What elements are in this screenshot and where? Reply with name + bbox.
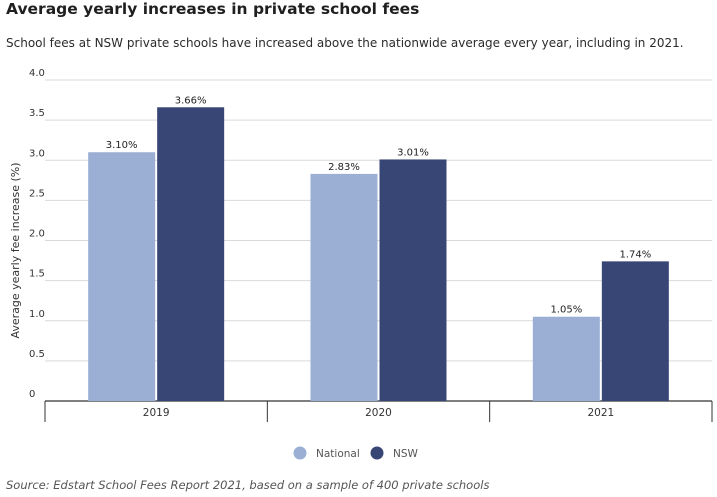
chart-subtitle: School fees at NSW private schools have … (6, 36, 684, 50)
y-tick-label: 3.5 (29, 108, 45, 119)
y-axis-title: Average yearly fee increase (%) (9, 162, 22, 338)
y-tick-label: 3.0 (29, 148, 45, 159)
source-note: Source: Edstart School Fees Report 2021,… (6, 478, 490, 492)
bar-nsw-2019 (157, 107, 225, 401)
x-tick-label: 2021 (587, 407, 614, 419)
legend-swatch-nsw (370, 446, 384, 460)
data-label-nsw-2021: 1.74% (619, 249, 651, 260)
y-tick-label: 1.5 (29, 269, 45, 280)
y-tick-label: 4.0 (29, 68, 45, 79)
x-tick-label: 2019 (143, 407, 170, 419)
y-tick-label: 1.0 (29, 309, 45, 320)
data-label-national-2021: 1.05% (550, 305, 582, 316)
y-tick-label: 0 (29, 389, 35, 400)
x-tick-label: 2020 (365, 407, 392, 419)
legend-label-national: National (316, 448, 360, 460)
bar-national-2019 (88, 152, 156, 401)
y-tick-label: 0.5 (29, 349, 45, 360)
bar-nsw-2021 (601, 261, 669, 401)
data-label-national-2020: 2.83% (328, 162, 360, 173)
bar-nsw-2020 (379, 159, 447, 401)
chart-title: Average yearly increases in private scho… (6, 0, 420, 18)
y-tick-label: 2.5 (29, 188, 45, 199)
data-label-nsw-2019: 3.66% (175, 95, 207, 106)
y-tick-label: 2.0 (29, 229, 45, 240)
data-label-national-2019: 3.10% (106, 140, 138, 151)
bar-chart: 0 0.5 1.0 1.5 2.0 2.5 3.0 3.5 4.0 Average yearly … (9, 68, 713, 460)
bar-national-2020 (310, 173, 378, 401)
legend-label-nsw: NSW (393, 448, 419, 460)
data-label-nsw-2020: 3.01% (397, 147, 429, 158)
bar-national-2021 (532, 316, 600, 401)
legend-swatch-national (293, 446, 307, 460)
